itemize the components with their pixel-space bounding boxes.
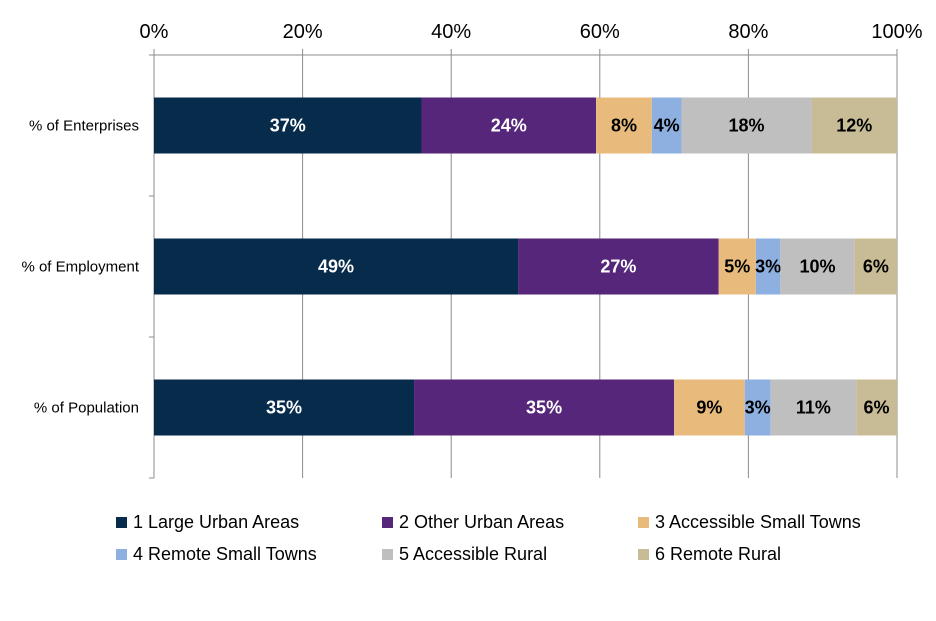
- data-label: 18%: [729, 116, 765, 136]
- bar-segment: [755, 238, 781, 295]
- bar-segment: [596, 97, 652, 154]
- x-tick-label: 100%: [871, 21, 922, 43]
- category-label: % of Population: [34, 400, 139, 417]
- legend-item: 1 Large Urban Areas: [116, 512, 299, 533]
- legend-item: 2 Other Urban Areas: [382, 512, 564, 533]
- bar-segment: [856, 379, 897, 436]
- data-label: 3%: [745, 398, 771, 418]
- bar-segment: [414, 379, 675, 436]
- legend-swatch: [382, 517, 393, 528]
- category-label: % of Enterprises: [29, 118, 139, 135]
- bar-segment: [770, 379, 857, 436]
- data-label: 8%: [611, 116, 637, 136]
- data-label: 9%: [696, 398, 722, 418]
- bar-segment: [421, 97, 597, 154]
- data-label: 49%: [318, 257, 354, 277]
- bar-segment: [154, 379, 415, 436]
- legend-label: 5 Accessible Rural: [399, 544, 548, 564]
- data-label: 35%: [266, 398, 302, 418]
- legend-label: 4 Remote Small Towns: [133, 544, 317, 564]
- legend-label: 3 Accessible Small Towns: [655, 512, 861, 532]
- legend-item: 5 Accessible Rural: [382, 544, 547, 565]
- legend: 1 Large Urban Areas 2 Other Urban Areas 3 …: [116, 512, 916, 582]
- bar-segment: [651, 97, 682, 154]
- legend-swatch: [638, 549, 649, 560]
- legend-label: 1 Large Urban Areas: [133, 512, 300, 532]
- legend-swatch: [116, 549, 127, 560]
- data-label: 11%: [796, 398, 831, 418]
- bar-segment: [780, 238, 855, 295]
- data-label: 24%: [491, 116, 527, 136]
- data-label: 12%: [836, 116, 872, 136]
- legend-swatch: [382, 549, 393, 560]
- data-label: 4%: [654, 116, 680, 136]
- data-label: 37%: [270, 116, 306, 136]
- data-label: 27%: [600, 257, 636, 277]
- x-tick-label: 20%: [283, 21, 323, 43]
- x-tick-label: 0%: [140, 21, 169, 43]
- data-label: 6%: [864, 398, 890, 418]
- bar-segment: [744, 379, 771, 436]
- bar-segment: [718, 238, 756, 295]
- x-tick-label: 40%: [431, 21, 471, 43]
- legend-swatch: [638, 517, 649, 528]
- legend-item: 3 Accessible Small Towns: [638, 512, 861, 533]
- legend-item: 4 Remote Small Towns: [116, 544, 317, 565]
- bar-segment: [154, 97, 422, 154]
- bar-segment: [854, 238, 897, 295]
- bar-segment: [811, 97, 897, 154]
- bar-segment: [681, 97, 812, 154]
- x-tick-label: 80%: [728, 21, 768, 43]
- bar-segment: [518, 238, 719, 295]
- x-tick-label: 60%: [580, 21, 620, 43]
- legend-label: 6 Remote Rural: [655, 544, 782, 564]
- legend-swatch: [116, 517, 127, 528]
- legend-label: 2 Other Urban Areas: [399, 512, 565, 532]
- bar-segment: [154, 238, 519, 295]
- data-label: 5%: [724, 257, 750, 277]
- bar-segment: [674, 379, 745, 436]
- data-label: 6%: [863, 257, 889, 277]
- data-label: 10%: [799, 257, 835, 277]
- category-label: % of Employment: [21, 259, 139, 276]
- data-label: 35%: [526, 398, 562, 418]
- legend-item: 6 Remote Rural: [638, 544, 781, 565]
- data-label: 3%: [755, 257, 781, 277]
